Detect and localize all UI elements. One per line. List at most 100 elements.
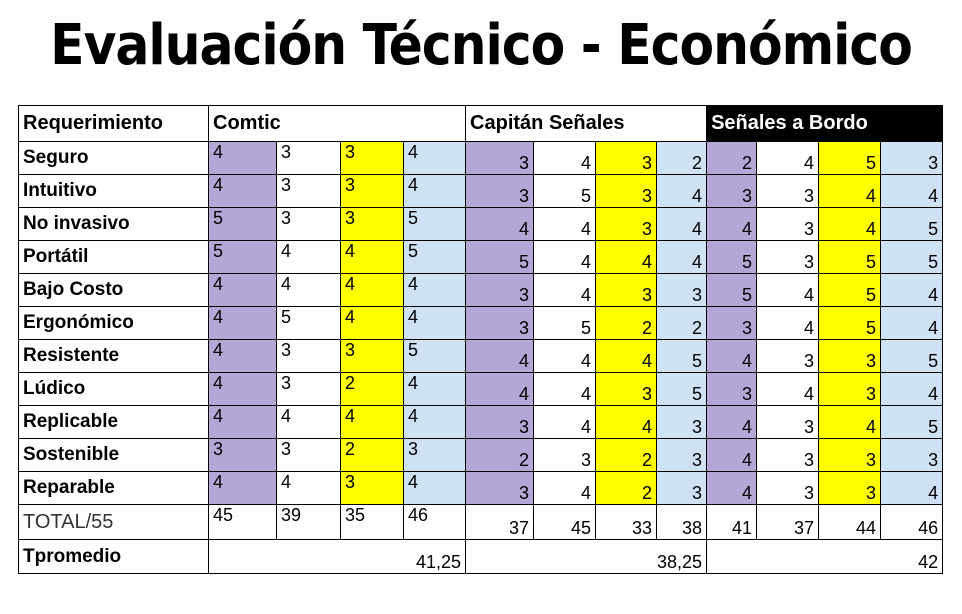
score-cell: 3 — [340, 141, 404, 175]
table-row-sostenible: Sostenible 3 3 2 3 2 3 2 3 4 3 3 3 — [18, 438, 944, 472]
score-cell: 4 — [706, 471, 758, 505]
score-cell: 3 — [340, 339, 404, 373]
score-cell: 4 — [276, 273, 341, 307]
score-cell: 5 — [533, 306, 597, 340]
total-cell: 37 — [465, 504, 535, 540]
score-cell: 4 — [465, 207, 535, 241]
score-cell: 4 — [402, 273, 467, 307]
score-cell: 5 — [880, 405, 944, 439]
score-cell: 3 — [706, 306, 758, 340]
table-row-seguro: Seguro 4 3 3 4 3 4 3 2 2 4 5 3 — [18, 141, 944, 175]
requirement-header: Requerimiento — [18, 105, 209, 142]
score-cell: 5 — [208, 240, 277, 274]
score-cell: 5 — [465, 240, 535, 274]
score-cell: 3 — [756, 174, 820, 208]
score-cell: 4 — [533, 471, 597, 505]
average-cell: 42 — [706, 539, 944, 574]
score-cell: 4 — [533, 372, 597, 406]
score-cell: 2 — [706, 141, 758, 175]
score-cell: 4 — [756, 306, 820, 340]
requirement-label: Seguro — [18, 141, 209, 175]
total-cell: 38 — [656, 504, 708, 540]
score-cell: 4 — [208, 405, 277, 439]
score-cell: 3 — [756, 471, 820, 505]
score-cell: 3 — [756, 207, 820, 241]
table-row-intuitivo: Intuitivo 4 3 3 4 3 5 3 4 3 3 4 4 — [18, 174, 944, 208]
requirement-label: Intuitivo — [18, 174, 209, 208]
requirement-label: Portátil — [18, 240, 209, 274]
score-cell: 4 — [533, 339, 597, 373]
score-cell: 3 — [706, 174, 758, 208]
score-cell: 4 — [595, 339, 658, 373]
score-cell: 3 — [818, 339, 882, 373]
score-cell: 3 — [818, 438, 882, 472]
score-cell: 5 — [706, 273, 758, 307]
score-cell: 3 — [595, 141, 658, 175]
score-cell: 5 — [402, 339, 467, 373]
score-cell: 4 — [208, 273, 277, 307]
score-cell: 2 — [595, 306, 658, 340]
score-cell: 4 — [595, 405, 658, 439]
score-cell: 4 — [706, 438, 758, 472]
total-cell: 45 — [208, 504, 277, 540]
total-label: TOTAL/55 — [18, 504, 209, 540]
score-cell: 4 — [533, 240, 597, 274]
average-label: Tpromedio — [18, 539, 209, 574]
score-cell: 3 — [402, 438, 467, 472]
score-cell: 4 — [276, 405, 341, 439]
score-cell: 4 — [402, 174, 467, 208]
score-cell: 3 — [465, 141, 535, 175]
score-cell: 2 — [340, 438, 404, 472]
requirement-label: Ergonómico — [18, 306, 209, 340]
score-cell: 5 — [818, 240, 882, 274]
score-cell: 4 — [208, 174, 277, 208]
score-cell: 4 — [706, 405, 758, 439]
total-cell: 46 — [402, 504, 467, 540]
score-cell: 3 — [208, 438, 277, 472]
score-cell: 4 — [880, 174, 944, 208]
score-cell: 4 — [533, 405, 597, 439]
score-cell: 4 — [880, 273, 944, 307]
score-cell: 4 — [340, 240, 404, 274]
score-cell: 5 — [880, 240, 944, 274]
score-cell: 3 — [656, 471, 708, 505]
score-cell: 3 — [756, 339, 820, 373]
score-cell: 3 — [818, 471, 882, 505]
evaluation-table: Requerimiento Comtic Capitán Señales Señ… — [18, 105, 944, 574]
score-cell: 3 — [595, 273, 658, 307]
table-row-no-invasivo: No invasivo 5 3 3 5 4 4 3 4 4 3 4 5 — [18, 207, 944, 241]
score-cell: 3 — [880, 438, 944, 472]
total-cell: 39 — [276, 504, 341, 540]
score-cell: 3 — [276, 339, 341, 373]
total-cell: 33 — [595, 504, 658, 540]
score-cell: 4 — [880, 372, 944, 406]
score-cell: 4 — [340, 273, 404, 307]
score-cell: 3 — [276, 141, 341, 175]
score-cell: 3 — [595, 174, 658, 208]
score-cell: 4 — [276, 240, 341, 274]
score-cell: 3 — [465, 405, 535, 439]
score-cell: 3 — [276, 207, 341, 241]
score-cell: 4 — [595, 240, 658, 274]
score-cell: 4 — [465, 339, 535, 373]
score-cell: 5 — [880, 207, 944, 241]
score-cell: 5 — [818, 273, 882, 307]
requirement-label: Reparable — [18, 471, 209, 505]
score-cell: 4 — [402, 306, 467, 340]
table-row-bajo-costo: Bajo Costo 4 4 4 4 3 4 3 3 5 4 5 4 — [18, 273, 944, 307]
score-cell: 5 — [533, 174, 597, 208]
score-cell: 5 — [656, 339, 708, 373]
score-cell: 4 — [276, 471, 341, 505]
page-title: Evaluación Técnico - Económico — [50, 13, 913, 78]
table-row-ergonomico: Ergonómico 4 5 4 4 3 5 2 2 3 4 5 4 — [18, 306, 944, 340]
score-cell: 3 — [340, 471, 404, 505]
table-row-reparable: Reparable 4 4 3 4 3 4 2 3 4 3 3 4 — [18, 471, 944, 505]
requirement-label: Resistente — [18, 339, 209, 373]
score-cell: 3 — [656, 405, 708, 439]
score-cell: 3 — [465, 306, 535, 340]
score-cell: 3 — [465, 471, 535, 505]
score-cell: 4 — [402, 471, 467, 505]
table-row-portatil: Portátil 5 4 4 5 5 4 4 4 5 3 5 5 — [18, 240, 944, 274]
score-cell: 4 — [208, 372, 277, 406]
requirement-label: Sostenible — [18, 438, 209, 472]
